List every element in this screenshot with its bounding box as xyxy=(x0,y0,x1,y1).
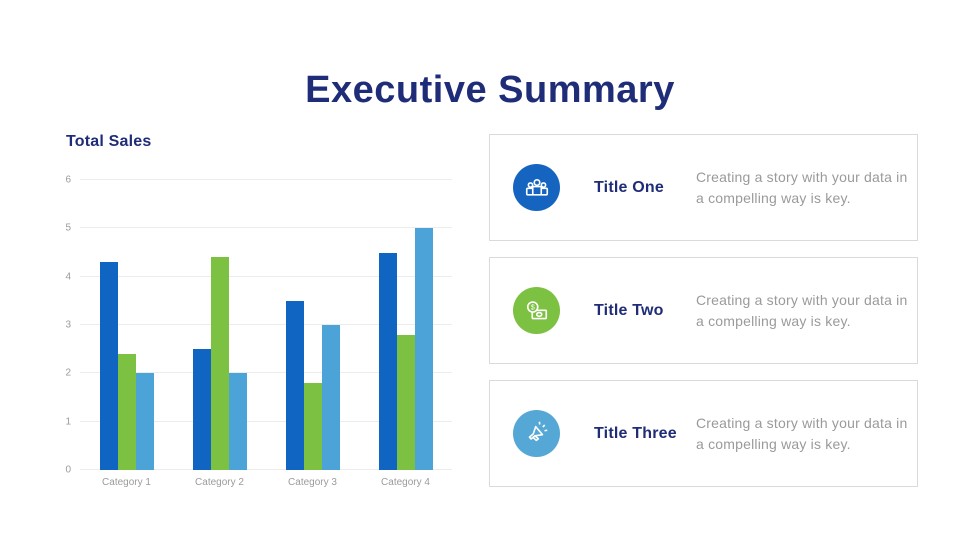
card-title: Title One xyxy=(594,178,664,196)
chart-plot: 0 1 2 3 4 5 6 xyxy=(65,175,452,476)
chart-title: Total Sales xyxy=(66,133,152,150)
x-axis-labels: Category 1 Category 2 Category 3 Category 4 xyxy=(80,477,452,488)
bar-light-blue xyxy=(321,325,340,470)
gridline xyxy=(80,179,452,180)
y-axis-tick: 6 xyxy=(65,174,71,186)
gridline xyxy=(80,324,452,325)
y-axis-tick: 4 xyxy=(65,271,71,283)
y-axis-tick: 2 xyxy=(65,367,71,379)
card-description: Creating a story with your data in a com… xyxy=(696,414,908,452)
bar-light-blue xyxy=(135,373,154,470)
summary-card-three: Title Three Creating a story with your d… xyxy=(489,380,918,487)
bar-group xyxy=(378,180,433,470)
gridline xyxy=(80,227,452,229)
x-axis-label: Category 2 xyxy=(195,477,244,488)
svg-text:$: $ xyxy=(530,304,534,311)
people-group-icon xyxy=(513,164,560,211)
x-axis-label: Category 3 xyxy=(288,477,337,488)
total-sales-chart: Total Sales 0 1 2 3 4 5 6 Category 1 Category 2… xyxy=(65,133,462,488)
bar-group xyxy=(285,180,340,470)
bar-blue xyxy=(192,349,211,470)
page-title: Executive Summary xyxy=(305,69,675,112)
gridline xyxy=(80,372,452,374)
summary-card-one: Title One Creating a story with your dat… xyxy=(489,134,918,241)
bar-group xyxy=(99,180,154,470)
card-description: Creating a story with your data in a com… xyxy=(696,291,908,329)
bar-green xyxy=(117,354,136,470)
bar-green xyxy=(396,334,415,470)
bar-light-blue xyxy=(414,228,433,470)
y-axis-tick: 1 xyxy=(65,416,71,428)
y-axis-tick: 5 xyxy=(65,222,71,234)
bar-group xyxy=(192,180,247,470)
bar-blue xyxy=(378,252,397,470)
gridline xyxy=(80,469,452,470)
card-title: Title Three xyxy=(594,424,677,442)
x-axis-label: Category 4 xyxy=(381,477,430,488)
bar-green xyxy=(210,257,229,470)
money-icon: $ xyxy=(513,287,560,334)
card-description: Creating a story with your data in a com… xyxy=(696,168,908,206)
bar-green xyxy=(303,383,322,470)
gridline xyxy=(80,275,452,277)
x-axis-label: Category 1 xyxy=(102,477,151,488)
gridline xyxy=(80,420,452,422)
bar-groups xyxy=(80,180,452,470)
summary-card-two: $ Title Two Creating a story with your d… xyxy=(489,257,918,364)
megaphone-icon xyxy=(513,410,560,457)
bar-blue xyxy=(285,300,304,470)
bar-light-blue xyxy=(228,373,247,470)
bar-blue xyxy=(99,262,118,470)
y-axis-tick: 0 xyxy=(65,464,71,476)
summary-cards: Title One Creating a story with your dat… xyxy=(489,134,918,503)
y-axis-tick: 3 xyxy=(65,319,71,331)
card-title: Title Two xyxy=(594,301,664,319)
